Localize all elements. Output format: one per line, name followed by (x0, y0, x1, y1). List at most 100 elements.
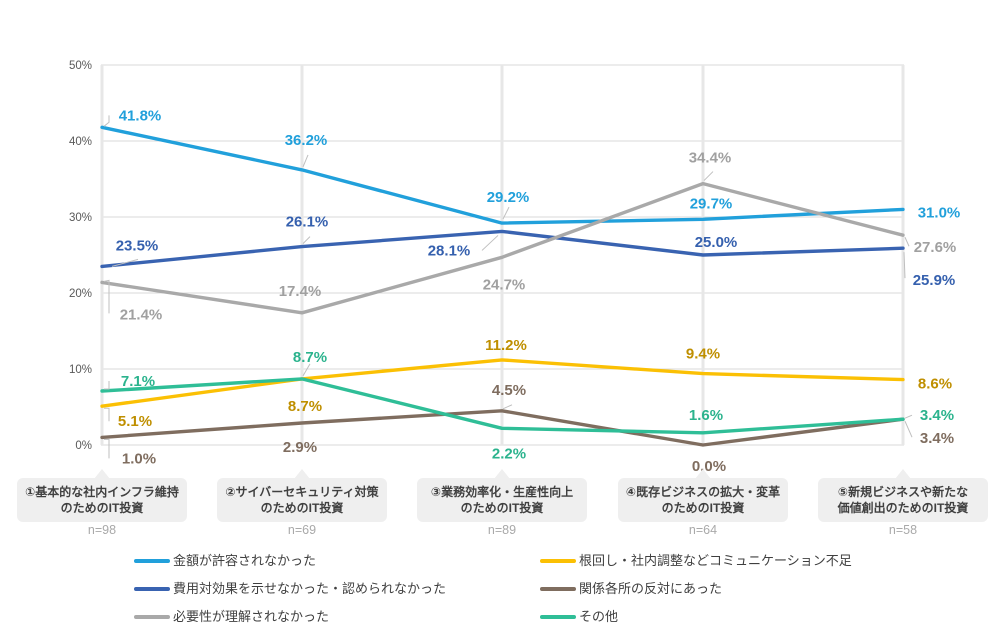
data-label: 29.7% (690, 195, 733, 212)
data-label: 29.2% (487, 189, 530, 206)
data-label: 3.4% (920, 430, 954, 447)
legend-marker (540, 615, 576, 619)
category-box-notch (695, 469, 711, 479)
legend-marker (134, 587, 170, 591)
legend-item-3: 根回し・社内調整などコミュニケーション不足 (540, 552, 852, 570)
line-chart: 0% 10% 20% 30% 40% 50% 41.8% 36.2% 29.2% 29.7% 31.… (17, 60, 988, 537)
y-axis-tick-labels: 0% 10% 20% 30% 40% 50% (69, 60, 92, 452)
legend-item-2: 必要性が理解されなかった (134, 608, 329, 626)
data-label-leader (502, 206, 510, 220)
category-label-line: のためのIT投資 (662, 500, 745, 515)
data-label-leader (104, 407, 110, 422)
data-label-leader (104, 381, 110, 390)
data-label: 23.5% (116, 237, 159, 254)
category-label-box (818, 478, 988, 522)
category-label-line: ⑤新規ビジネスや新たな (838, 484, 968, 499)
data-label: 41.8% (119, 107, 162, 124)
category-label-line: 価値創出のためのIT投資 (837, 500, 969, 515)
data-label-leader (904, 420, 913, 438)
y-axis-tick-label: 40% (69, 136, 92, 148)
data-label: 7.1% (121, 373, 155, 390)
data-label-leader (481, 235, 499, 251)
data-label: 31.0% (918, 204, 961, 221)
data-label: 3.4% (920, 407, 954, 424)
legend-marker (134, 615, 170, 619)
category-label-box (417, 478, 587, 522)
data-label: 26.1% (286, 214, 329, 231)
data-labels: 41.8% 36.2% 29.2% 29.7% 31.0% 23.5% 26.1% 28.1%… (116, 107, 961, 475)
sample-size-label: n=89 (488, 523, 516, 537)
data-label: 21.4% (120, 306, 163, 323)
data-label-leader (103, 115, 110, 127)
category-box-notch (94, 469, 110, 479)
data-label: 36.2% (285, 132, 328, 149)
y-axis-tick-label: 20% (69, 288, 92, 300)
data-label-leader (302, 363, 311, 377)
data-label: 2.9% (283, 439, 317, 456)
category-label-line: のためのIT投資 (61, 500, 144, 515)
data-label: 8.6% (918, 376, 952, 393)
data-label: 25.9% (913, 272, 956, 289)
data-label: 1.6% (689, 407, 723, 424)
y-axis-tick-label: 30% (69, 212, 92, 224)
category-box-notch (494, 469, 510, 479)
legend-label: その他 (579, 609, 619, 624)
category-label-line: ④既存ビジネスの拡大・変革 (626, 484, 780, 499)
series-line-5 (100, 377, 905, 435)
leader-lines (103, 115, 913, 459)
data-label-leader (903, 252, 906, 279)
sample-size-label: n=64 (689, 523, 717, 537)
category-label-box (618, 478, 788, 522)
data-label: 4.5% (492, 382, 526, 399)
data-label-leader (703, 171, 714, 181)
legend-label: 費用対効果を示せなかった・認められなかった (173, 581, 447, 596)
data-label: 8.7% (293, 349, 327, 366)
data-label-leader (302, 236, 311, 244)
sample-size-label: n=69 (288, 523, 316, 537)
category-label-box (217, 478, 387, 522)
data-label-leader (302, 154, 309, 168)
data-label-leader (502, 404, 513, 410)
category-box-notch (294, 469, 310, 479)
legend-marker (540, 587, 576, 591)
y-axis-tick-label: 10% (69, 364, 92, 376)
data-label: 1.0% (122, 450, 156, 467)
data-label: 8.7% (288, 398, 322, 415)
category-label-line: のためのIT投資 (461, 500, 544, 515)
sample-size-label: n=58 (889, 523, 917, 537)
data-label-leader (904, 237, 910, 247)
legend-item-5: その他 (540, 608, 618, 626)
data-label-leader (103, 279, 110, 314)
category-box-notch (895, 469, 911, 479)
data-label: 27.6% (914, 239, 957, 256)
y-axis-tick-label: 50% (69, 60, 92, 72)
data-label: 2.2% (492, 445, 526, 462)
legend-label: 関係各所の反対にあった (579, 581, 723, 596)
legend-marker (134, 559, 170, 563)
data-label: 25.0% (695, 234, 738, 251)
legend-item-1: 費用対効果を示せなかった・認められなかった (134, 580, 446, 598)
data-label-leader (904, 414, 913, 419)
data-label: 0.0% (692, 458, 726, 475)
legend-item-0: 金額が許容されなかった (134, 552, 316, 570)
series-line-2 (100, 181, 905, 315)
series-lines (100, 125, 905, 447)
data-label-leader (104, 438, 110, 459)
legend-label: 金額が許容されなかった (173, 553, 317, 568)
series-line-1 (100, 229, 905, 269)
y-axis-tick-label: 0% (75, 440, 92, 452)
legend-item-4: 関係各所の反対にあった (540, 580, 722, 598)
category-label-line: ②サイバーセキュリティ対策 (225, 484, 379, 499)
data-label: 11.2% (485, 337, 527, 354)
sample-size-label: n=98 (88, 523, 116, 537)
series-line-4 (100, 409, 905, 447)
data-label: 9.4% (686, 346, 720, 363)
series-line-0 (100, 125, 905, 225)
category-label-box (17, 478, 187, 522)
